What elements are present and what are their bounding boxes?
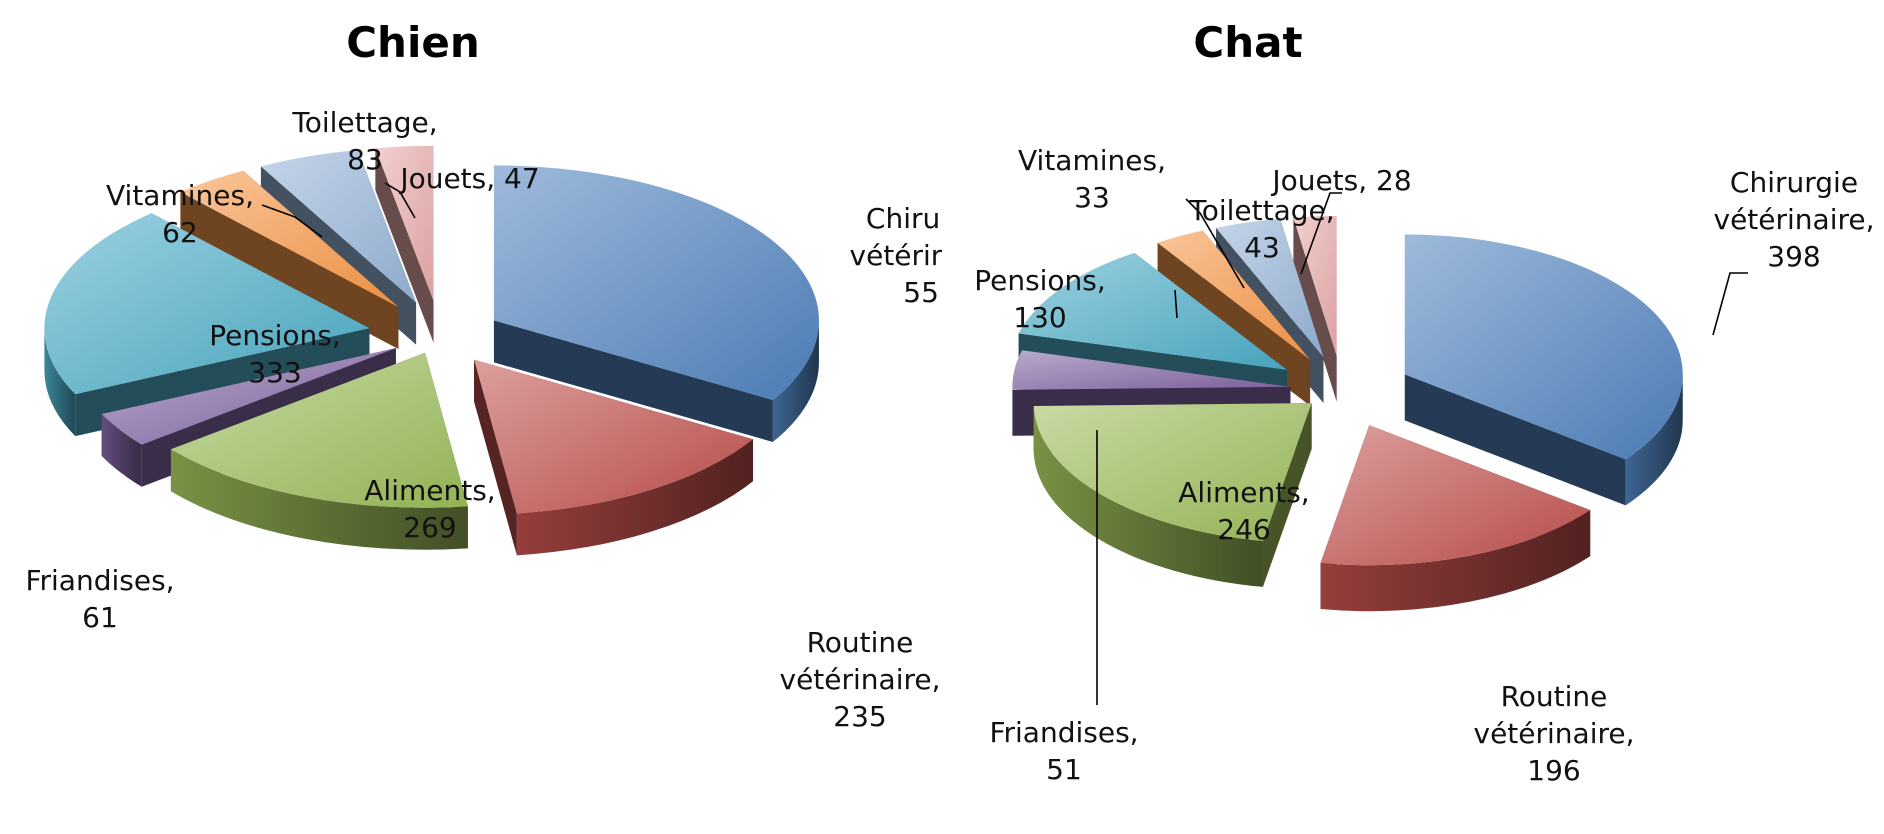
slice-side-face [375,148,434,343]
data-label-toilettage: Toilettage, 43 [1188,194,1334,264]
data-label-routine-veterinaire: Routine vétérinaire, 235 [780,626,941,733]
slice-top [1216,218,1324,358]
data-label-jouets: Jouets, 47 [398,162,539,195]
data-label-aliments: Aliments, 246 [1178,476,1309,546]
pie-slice-aliments [170,352,468,550]
chart-title: Chat [1193,18,1303,67]
leader-line-jouets [1300,192,1342,275]
pie-slice-jouets [375,145,434,343]
slice-side-face [1404,374,1626,506]
slice-top [170,352,468,508]
slice-rim [101,414,142,487]
data-label-vitamines: Vitamines, 62 [106,179,254,249]
slice-rim [1033,406,1263,587]
data-label-friandises: Friandises, 61 [25,564,174,634]
slice-top [1320,425,1591,566]
pie-slice-vitamines [180,170,399,349]
data-label-jouets: Jouets, 28 [1270,164,1411,197]
slice-rim [1625,374,1683,506]
pie-slice-chirurgie-veterinaire [493,165,819,442]
pie-slice-routine-veterinaire [474,359,754,556]
slice-rim [1320,510,1591,612]
pie-chart-chat: Chirurgie vétérinaire, 398 Routine vétérinai… [974,144,1875,787]
slice-rim [170,449,468,550]
data-label-pensions: Pensions, 333 [209,319,341,389]
slice-rim [44,328,76,437]
leader-line-vitamines [1185,198,1245,289]
data-label-toilettage: Toilettage, 83 [291,106,437,176]
slice-side-face [180,192,399,349]
slice-top [493,165,819,400]
slice-top [1033,403,1312,541]
slice-top [474,359,754,514]
slice-top [260,150,417,303]
pie-slice-aliments [1033,403,1312,587]
data-label-pensions: Pensions, 130 [974,264,1106,334]
data-label-routine-veterinaire: Routine vétérinaire, 196 [1474,680,1635,787]
chart-title: Chien [346,18,480,67]
pie-slice-routine-veterinaire [1320,425,1591,612]
slice-top [1018,252,1287,370]
leader-line-toilettage [384,182,416,219]
pie-slice-chirurgie-veterinaire [1404,234,1683,506]
slice-top [1293,215,1337,356]
leader-line-vitamines [261,204,323,238]
data-label-aliments: Aliments, 269 [364,474,495,544]
leader-line-chirurgie-veterinaire [1712,272,1748,336]
leader-line-pensions [1174,289,1178,319]
chart-panel-chat: Chat Chirurgie vétérinaire, 398 Routine vété… [942,0,1884,834]
data-label-friandises: Friandises, 51 [989,716,1138,786]
slice-top [180,170,399,307]
slice-top [375,145,434,301]
slice-rim [516,439,754,556]
slice-top [44,213,370,395]
slice-top [101,348,396,445]
data-label-chirurgie-veterinaire: Chirurgie vétérinaire, 398 [1714,166,1875,273]
slice-top [1012,350,1291,390]
data-label-vitamines: Vitamines, 33 [1018,144,1166,214]
slice-top [1157,230,1311,360]
slice-rim [772,320,819,442]
slice-side-face [493,320,773,442]
slice-top [1404,234,1683,460]
slice-side-face [474,359,517,556]
